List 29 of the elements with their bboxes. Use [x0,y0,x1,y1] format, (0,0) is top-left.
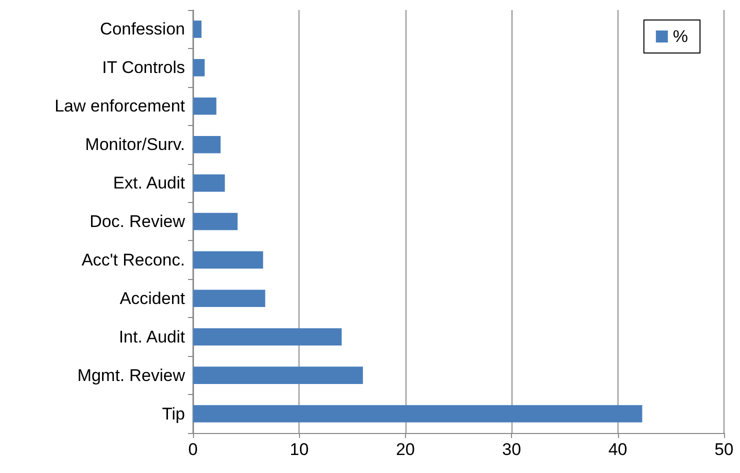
bar [193,290,266,308]
x-tick-label: 30 [502,440,522,459]
bar [193,59,205,76]
bar [193,328,342,346]
x-tick-label: 10 [290,440,309,459]
bar [193,97,216,115]
bar [193,174,225,192]
bar [193,366,363,384]
bar [193,20,202,38]
bar [193,405,642,422]
y-tick-label: Mgmt. Review [77,366,186,385]
x-tick-label: 50 [714,440,734,459]
y-tick-label: Tip [162,404,185,424]
x-tick-label: 40 [608,440,628,459]
y-tick-label: IT Controls [102,58,185,78]
y-tick-label: Ext. Audit [113,174,186,193]
y-tick-label: Confession [100,20,185,39]
x-tick-label: 20 [396,440,415,459]
y-tick-label: Int. Audit [118,327,186,346]
bar [193,212,238,230]
y-tick-label: Doc. Review [90,212,186,231]
bar [193,136,221,154]
y-tick-label: Law enforcement [54,96,186,116]
legend-label: % [672,27,688,46]
bar [193,251,264,269]
y-tick-label: Acc't Reconc. [82,250,185,270]
x-tick-label: 0 [188,440,198,459]
y-tick-label: Monitor/Surv. [85,135,185,154]
y-tick-label: Accident [120,288,186,308]
